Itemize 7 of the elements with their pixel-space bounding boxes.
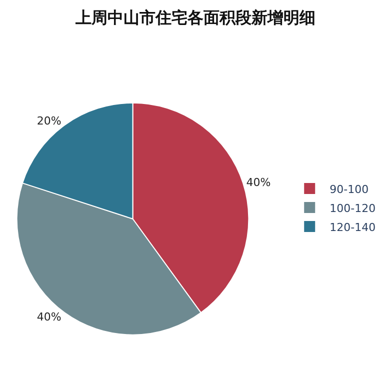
legend-label: 90-100: [330, 182, 369, 196]
legend-label: 120-140: [330, 220, 376, 234]
data-label: 40%: [36, 310, 62, 324]
chart-title: 上周中山市住宅各面积段新增明细: [74, 8, 316, 27]
data-label: 20%: [36, 114, 62, 128]
legend-label: 100-120: [330, 202, 376, 215]
data-label: 40%: [246, 176, 271, 189]
